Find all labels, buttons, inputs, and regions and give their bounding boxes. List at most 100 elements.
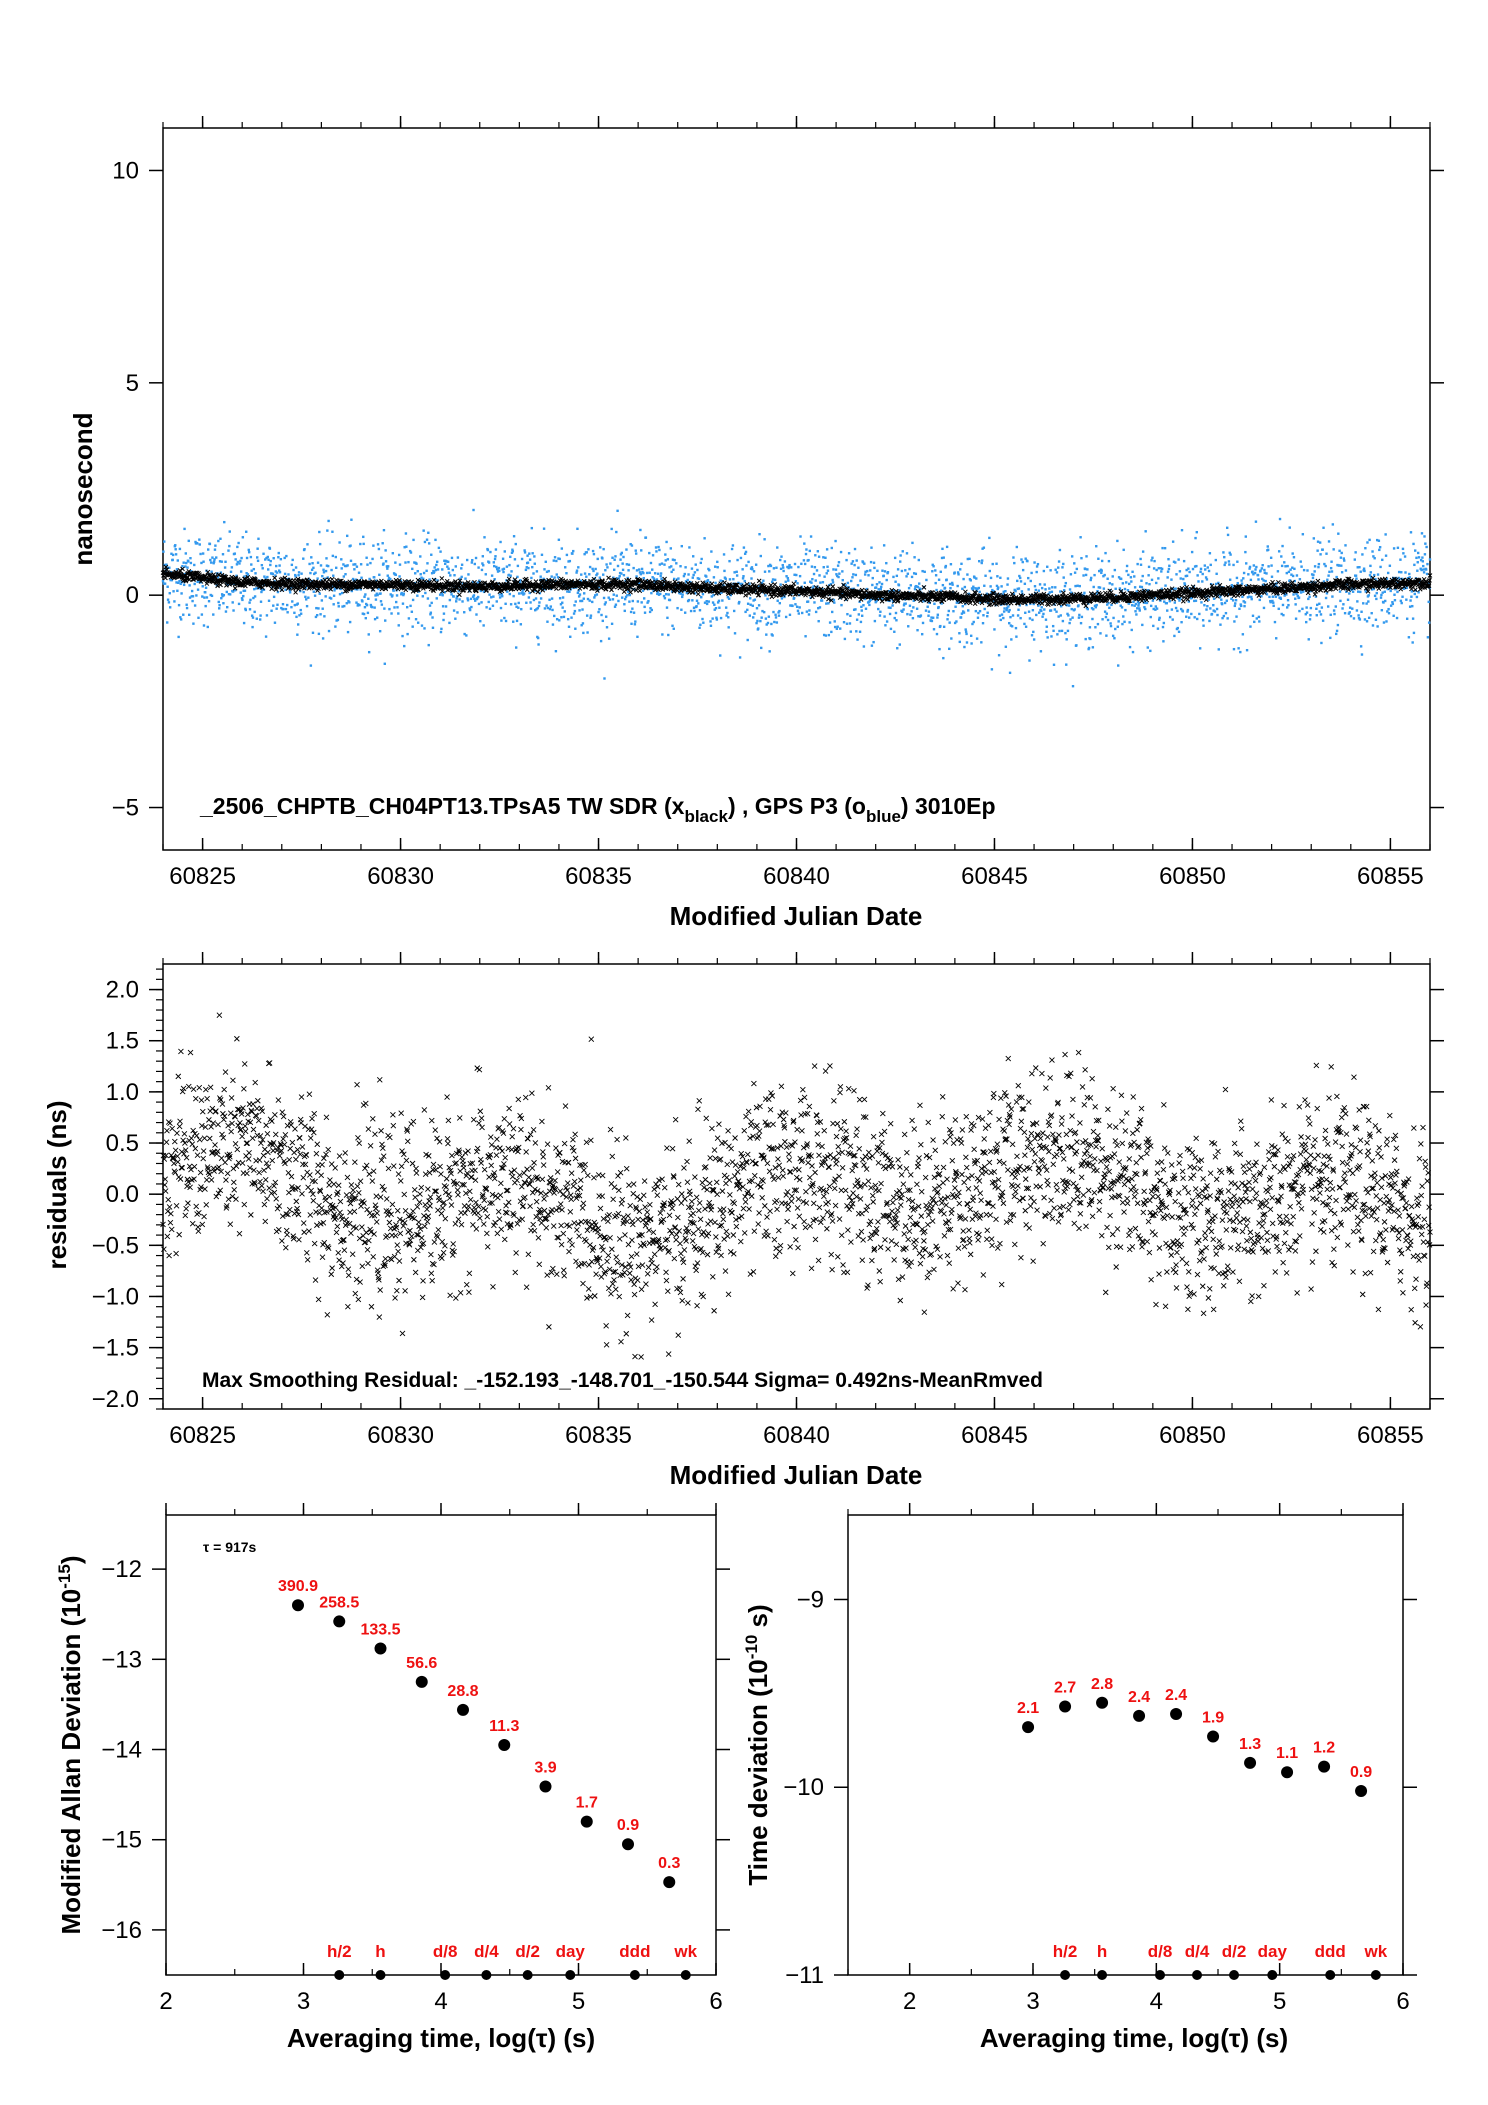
gps-point (988, 536, 991, 540)
gps-point (473, 562, 476, 566)
gps-point (738, 600, 741, 604)
gps-point (603, 603, 607, 606)
gps-point (1057, 615, 1060, 618)
gps-point (514, 602, 517, 606)
gps-point (1194, 599, 1198, 602)
gps-point (245, 572, 248, 575)
gps-point (1135, 613, 1138, 616)
tw-point (754, 590, 760, 595)
gps-point (536, 607, 539, 610)
gps-point (1177, 597, 1180, 600)
gps-point (969, 579, 972, 582)
gps-point (1428, 558, 1432, 561)
gps-point (474, 556, 478, 560)
gps-point (411, 567, 414, 571)
gps-point (374, 594, 377, 597)
gps-point (1152, 624, 1155, 628)
gps-point (276, 590, 280, 594)
gps-point (1079, 621, 1083, 625)
gps-point (591, 600, 594, 604)
gps-point (1174, 587, 1177, 590)
gps-point (523, 549, 526, 552)
tw-point (164, 567, 170, 573)
gps-point (1386, 610, 1389, 613)
gps-point (271, 572, 275, 576)
gps-point (707, 567, 710, 571)
gps-point (1001, 593, 1005, 596)
gps-point (783, 595, 786, 599)
gps-point (572, 549, 575, 553)
gps-point (855, 630, 858, 633)
gps-point (790, 566, 793, 569)
gps-point (1113, 568, 1117, 572)
gps-point (574, 627, 577, 630)
gps-point (1063, 584, 1067, 588)
gps-point (339, 587, 343, 591)
gps-point (820, 591, 823, 595)
gps-point (529, 607, 533, 610)
gps-point (1270, 575, 1274, 578)
gps-point (1007, 605, 1010, 608)
gps-point (817, 619, 820, 623)
gps-point (413, 581, 416, 585)
gps-point (779, 567, 783, 571)
gps-point (1325, 552, 1328, 555)
gps-point (635, 575, 638, 578)
gps-point (205, 596, 209, 599)
gps-point (1205, 578, 1209, 581)
gps-point (1335, 575, 1338, 579)
gps-point (178, 547, 182, 551)
tw-point (621, 589, 627, 595)
gps-point (1386, 571, 1390, 575)
gps-point (663, 597, 667, 600)
tw-point (690, 589, 696, 595)
gps-point (1403, 555, 1407, 558)
gps-point (217, 539, 220, 543)
gps-point (825, 548, 829, 551)
gps-point (1180, 620, 1183, 624)
gps-point (655, 578, 659, 581)
gps-point (1387, 607, 1390, 611)
tw-point (173, 569, 179, 575)
gps-point (335, 566, 338, 569)
gps-point (566, 617, 570, 621)
gps-point (885, 561, 888, 565)
gps-point (369, 561, 372, 565)
gps-point (274, 570, 278, 573)
gps-point (191, 595, 195, 598)
gps-point (374, 598, 378, 601)
gps-point (822, 566, 825, 569)
gps-point (646, 601, 649, 604)
gps-point (982, 614, 985, 617)
gps-point (1204, 595, 1207, 599)
gps-point (956, 571, 960, 574)
gps-point (509, 555, 512, 559)
gps-point (1062, 589, 1066, 592)
gps-point (922, 600, 925, 603)
gps-point (1179, 607, 1183, 611)
gps-point (803, 562, 807, 566)
gps-point (1378, 548, 1381, 552)
gps-point (651, 568, 654, 571)
gps-point (622, 555, 625, 559)
gps-point (1397, 570, 1401, 574)
gps-point (708, 568, 711, 572)
gps-point (859, 579, 862, 582)
gps-point (862, 604, 865, 607)
gps-point (286, 603, 289, 607)
gps-point (591, 567, 594, 571)
gps-point (332, 594, 336, 597)
gps-point (1298, 609, 1301, 613)
gps-point (553, 614, 556, 618)
gps-point (492, 595, 495, 598)
gps-point (1039, 650, 1043, 653)
gps-point (1024, 625, 1028, 628)
gps-point (746, 608, 749, 612)
gps-point (287, 573, 290, 576)
gps-point (170, 578, 174, 582)
gps-point (536, 636, 540, 640)
gps-point (759, 554, 763, 558)
gps-point (874, 586, 878, 589)
gps-point (430, 601, 433, 605)
gps-point (1179, 597, 1182, 600)
